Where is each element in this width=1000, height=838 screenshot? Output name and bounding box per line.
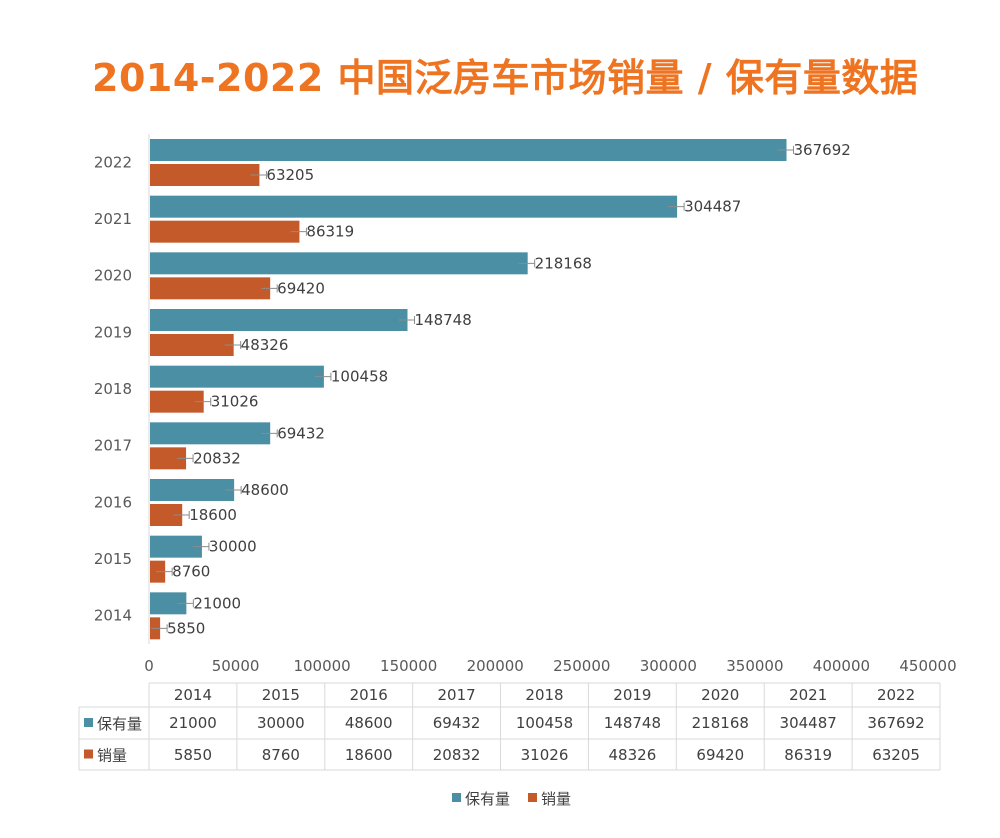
table-cell-1-2018: 31026	[521, 746, 569, 764]
y-tick-label-2014: 2014	[94, 607, 132, 625]
legend: 保有量 销量	[452, 790, 571, 808]
legend-label-0: 保有量	[465, 790, 510, 808]
chart-title: 2014-2022 中国泛房车市场销量 / 保有量数据	[92, 56, 919, 100]
legend-swatch-1	[528, 793, 537, 802]
table-cell-0-2021: 304487	[780, 714, 837, 732]
table-header-2021: 2021	[789, 686, 827, 704]
table-legend-swatch-0	[84, 718, 93, 727]
data-label-holdings-2016: 48600	[241, 481, 289, 499]
table-cell-0-2022: 367692	[867, 714, 924, 732]
bar-sales-2022	[150, 164, 260, 186]
y-tick-label-2020: 2020	[94, 267, 132, 285]
data-label-holdings-2015: 30000	[209, 538, 257, 556]
data-label-sales-2021: 86319	[306, 223, 354, 241]
bar-holdings-2017	[150, 422, 271, 445]
bar-holdings-2020	[150, 252, 528, 275]
table-cell-1-2021: 86319	[784, 746, 832, 764]
bar-sales-2018	[150, 390, 204, 413]
data-label-sales-2015: 8760	[172, 563, 210, 581]
y-tick-label-2021: 2021	[94, 210, 132, 228]
data-label-holdings-2019: 148748	[414, 311, 471, 329]
legend-swatch-0	[452, 793, 461, 802]
table-cell-0-2020: 218168	[692, 714, 749, 732]
data-label-sales-2014: 5850	[167, 619, 205, 637]
table-header-2020: 2020	[701, 686, 739, 704]
x-tick-label-450000: 450000	[899, 657, 956, 675]
bar-holdings-2021	[150, 195, 678, 218]
data-label-holdings-2021: 304487	[684, 198, 741, 216]
bar-holdings-2014	[150, 592, 187, 615]
x-tick-label-350000: 350000	[726, 657, 783, 675]
data-label-holdings-2018: 100458	[331, 368, 388, 386]
bar-holdings-2018	[150, 365, 324, 388]
y-tick-label-2015: 2015	[94, 550, 132, 568]
table-cell-0-2018: 100458	[516, 714, 573, 732]
table-row-label-1: 销量	[97, 747, 127, 765]
data-label-holdings-2017: 69432	[277, 424, 325, 442]
x-tick-label-400000: 400000	[813, 657, 870, 675]
bar-sales-2021	[150, 220, 300, 243]
x-tick-label-150000: 150000	[380, 657, 437, 675]
x-tick-label-0: 0	[144, 657, 154, 675]
y-tick-label-2017: 2017	[94, 437, 132, 455]
x-tick-label-300000: 300000	[640, 657, 697, 675]
bar-holdings-2022	[150, 139, 787, 161]
table-cell-1-2016: 18600	[345, 746, 393, 764]
table-cell-1-2022: 63205	[872, 746, 920, 764]
table-header-2019: 2019	[613, 686, 651, 704]
y-axis-labels: 2014 2015 2016 2017 2018 2019 2020 2021 2022	[94, 153, 132, 624]
y-tick-label-2019: 2019	[94, 323, 132, 341]
table-cell-1-2020: 69420	[696, 746, 744, 764]
bar-sales-2017	[150, 447, 187, 470]
y-tick-label-2022: 2022	[94, 153, 132, 171]
legend-label-1: 销量	[541, 790, 571, 808]
table-cell-0-2015: 30000	[257, 714, 305, 732]
bar-sales-2020	[150, 277, 271, 300]
table-header-2014: 2014	[174, 686, 212, 704]
table-row-label-0: 保有量	[97, 715, 142, 733]
data-label-sales-2019: 48326	[241, 336, 289, 354]
table-cell-0-2019: 148748	[604, 714, 661, 732]
table-header-2016: 2016	[350, 686, 388, 704]
data-label-sales-2020: 69420	[277, 279, 325, 297]
table-cell-1-2019: 48326	[609, 746, 657, 764]
bar-holdings-2019	[150, 309, 408, 331]
y-tick-label-2018: 2018	[94, 380, 132, 398]
data-label-sales-2017: 20832	[193, 449, 241, 467]
table-cell-0-2016: 48600	[345, 714, 393, 732]
data-label-sales-2016: 18600	[189, 506, 237, 524]
table-legend-swatch-1	[84, 749, 93, 759]
data-label-holdings-2022: 367692	[794, 141, 851, 159]
table-cell-1-2017: 20832	[433, 746, 481, 764]
table-cell-1-2014: 5850	[174, 746, 212, 764]
table-header-2017: 2017	[438, 686, 476, 704]
x-axis-ticks: 0 50000 100000 150000 200000 250000 300000 3500…	[144, 657, 956, 675]
table-cell-1-2015: 8760	[262, 746, 300, 764]
bar-sales-2016	[150, 504, 183, 526]
bar-sales-2019	[150, 334, 234, 356]
x-tick-label-100000: 100000	[293, 657, 350, 675]
data-label-sales-2022: 63205	[266, 166, 314, 184]
table-cell-0-2017: 69432	[433, 714, 481, 732]
table-header-2018: 2018	[525, 686, 563, 704]
data-table: 2014 21000 5850 2015 30000 8760 2016 48600 18600…	[78, 682, 941, 771]
table-cell-0-2014: 21000	[169, 714, 217, 732]
x-tick-label-250000: 250000	[553, 657, 610, 675]
table-header-2015: 2015	[262, 686, 300, 704]
data-label-holdings-2014: 21000	[193, 594, 241, 612]
data-label-sales-2018: 31026	[211, 393, 259, 411]
data-label-holdings-2020: 218168	[535, 254, 592, 272]
bar-holdings-2015	[150, 535, 202, 558]
bar-holdings-2016	[150, 479, 235, 501]
y-tick-label-2016: 2016	[94, 493, 132, 511]
x-tick-label-50000: 50000	[212, 657, 260, 675]
x-tick-label-200000: 200000	[467, 657, 524, 675]
table-header-2022: 2022	[877, 686, 915, 704]
